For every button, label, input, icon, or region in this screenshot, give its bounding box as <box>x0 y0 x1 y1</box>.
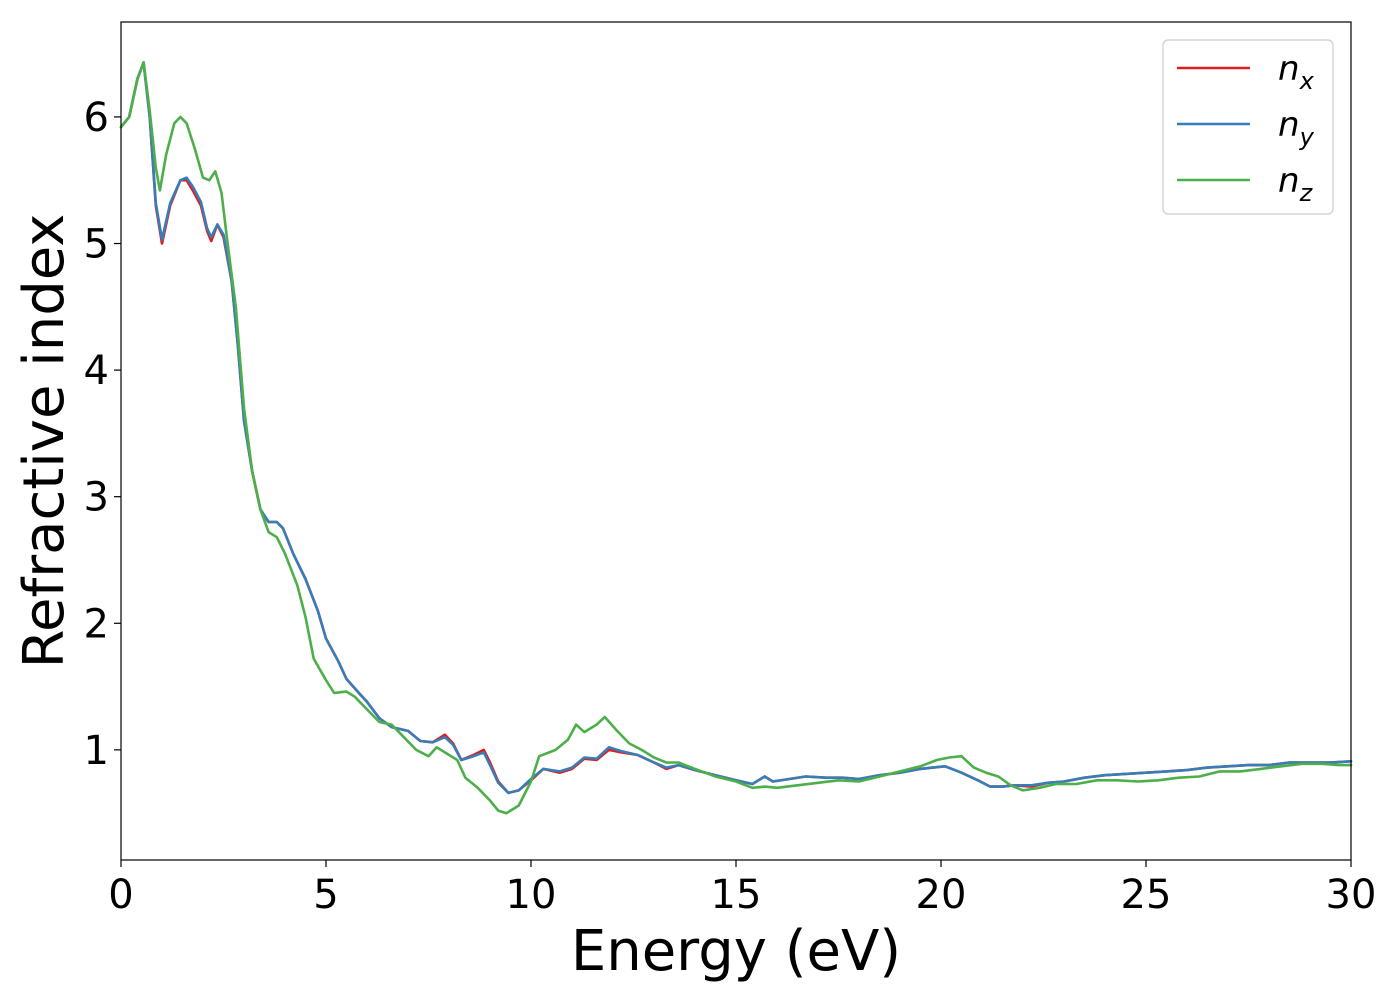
x-tick-label: 0 <box>108 872 133 918</box>
legend-box <box>1162 39 1334 215</box>
series-layer <box>119 61 1353 815</box>
y-tick-label: 5 <box>84 222 109 268</box>
x-tick-label: 25 <box>1121 872 1172 918</box>
y-tick-label: 1 <box>84 728 109 774</box>
x-tick-label: 15 <box>711 872 762 918</box>
legend-label: nz <box>1278 161 1314 207</box>
series-line-n-z <box>119 61 1353 815</box>
x-axis-ticks: 0 5 10 15 20 25 30 <box>108 860 1376 918</box>
y-tick-label: 4 <box>84 348 109 394</box>
y-tick-label: 6 <box>84 95 109 141</box>
legend-label: ny <box>1278 105 1315 151</box>
x-axis-label: Energy (eV) <box>571 919 901 984</box>
x-tick-label: 30 <box>1326 872 1377 918</box>
y-axis-ticks: 1 2 3 4 5 6 <box>84 95 121 774</box>
legend-label: nx <box>1278 49 1315 95</box>
y-tick-label: 3 <box>84 475 109 521</box>
y-tick-label: 2 <box>84 601 109 647</box>
x-tick-label: 10 <box>506 872 557 918</box>
x-tick-label: 5 <box>313 872 338 918</box>
plot-area <box>121 22 1351 860</box>
y-axis-label: Refractive index <box>12 214 77 669</box>
x-tick-label: 20 <box>916 872 967 918</box>
legend: nx ny nz <box>1162 39 1334 215</box>
